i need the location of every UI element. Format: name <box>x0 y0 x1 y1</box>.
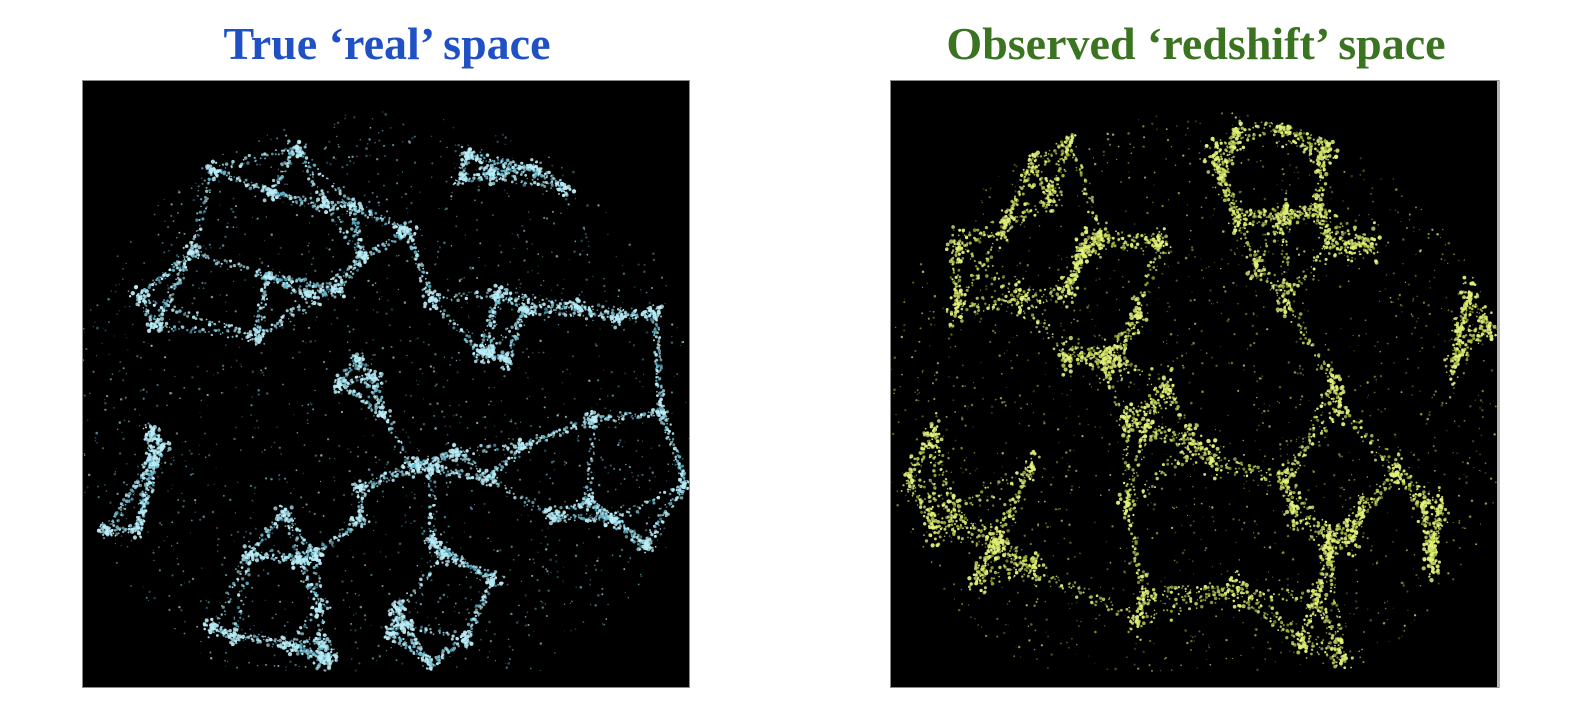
real-space-title: True ‘real’ space <box>223 18 551 69</box>
redshift-space-title: Observed ‘redshift’ space <box>946 18 1446 69</box>
real-space-galaxy-field <box>83 111 689 672</box>
redshift-space-image <box>890 80 1500 688</box>
redshift-space-galaxy-field <box>891 112 1497 672</box>
real-space-image <box>82 80 690 688</box>
